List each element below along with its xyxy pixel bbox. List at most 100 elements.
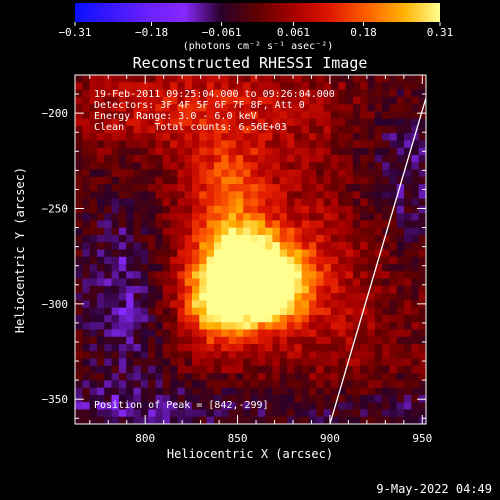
heatmap-cell — [177, 256, 186, 265]
heatmap-cell — [75, 373, 83, 381]
heatmap-cell — [272, 358, 281, 367]
heatmap-cell — [389, 322, 398, 330]
heatmap-cell — [199, 96, 208, 105]
heatmap-cell — [396, 176, 405, 185]
heatmap-cell — [404, 191, 412, 199]
heatmap-cell — [118, 344, 127, 352]
heatmap-cell — [192, 314, 200, 323]
heatmap-cell — [382, 336, 390, 345]
heatmap-cell — [287, 89, 295, 98]
heatmap-cell — [96, 409, 105, 418]
heatmap-cell — [140, 271, 149, 279]
heatmap-cell — [155, 358, 164, 367]
heatmap-cell — [287, 256, 295, 265]
heatmap-cell — [118, 409, 127, 418]
heatmap-cell — [309, 394, 317, 403]
heatmap-cell — [213, 133, 222, 141]
heatmap-cell — [338, 213, 346, 221]
heatmap-cell — [82, 205, 91, 214]
heatmap-cell — [228, 89, 237, 98]
heatmap-cell — [89, 387, 98, 396]
heatmap-cell — [265, 307, 273, 316]
heatmap-cell — [243, 198, 251, 207]
heatmap-cell — [177, 176, 186, 185]
heatmap-cell — [338, 133, 346, 141]
heatmap-cell — [294, 409, 303, 418]
heatmap-cell — [192, 213, 200, 221]
heatmap-cell — [301, 133, 310, 141]
heatmap-cell — [374, 96, 383, 105]
heatmap-cell — [177, 169, 186, 178]
heatmap-cell — [279, 380, 288, 389]
heatmap-cell — [243, 322, 251, 330]
heatmap-cell — [411, 256, 420, 265]
heatmap-cell — [316, 329, 325, 338]
heatmap-cell — [287, 104, 295, 112]
heatmap-cell — [265, 314, 273, 323]
heatmap-cell — [126, 205, 134, 214]
heatmap-cell — [184, 162, 193, 170]
heatmap-cell — [177, 249, 186, 258]
heatmap-cell — [330, 184, 339, 192]
heatmap-cell — [148, 336, 156, 345]
heatmap-cell — [345, 285, 354, 294]
heatmap-cell — [170, 89, 178, 98]
heatmap-cell — [396, 387, 405, 396]
heatmap-cell — [404, 75, 412, 83]
heatmap-cell — [330, 358, 339, 367]
heatmap-cell — [330, 234, 339, 243]
heatmap-cell — [382, 394, 390, 403]
heatmap-cell — [228, 293, 237, 301]
heatmap-cell — [316, 154, 325, 163]
heatmap-cell — [192, 358, 200, 367]
heatmap-cell — [126, 96, 134, 105]
heatmap-cell — [140, 300, 149, 309]
heatmap-cell — [111, 125, 120, 134]
heatmap-cell — [140, 234, 149, 243]
heatmap-cell — [330, 249, 339, 258]
heatmap-cell — [345, 75, 354, 83]
heatmap-cell — [411, 351, 420, 359]
heatmap-cell — [323, 147, 332, 156]
heatmap-cell — [177, 82, 186, 90]
heatmap-cell — [279, 162, 288, 170]
heatmap-cell — [265, 227, 273, 236]
heatmap-cell — [257, 89, 266, 98]
heatmap-cell — [126, 234, 134, 243]
heatmap-cell — [389, 220, 398, 229]
heatmap-cell — [206, 271, 215, 279]
heatmap-cell — [96, 293, 105, 301]
heatmap-cell — [404, 198, 412, 207]
heatmap-cell — [75, 140, 83, 149]
heatmap-cell — [360, 96, 368, 105]
heatmap-cell — [389, 111, 398, 120]
colorbar-tick-label: −0.061 — [202, 26, 242, 39]
heatmap-cell — [323, 373, 332, 381]
heatmap-cell — [75, 227, 83, 236]
heatmap-cell — [389, 293, 398, 301]
heatmap-cell — [250, 402, 259, 410]
heatmap-cell — [89, 205, 98, 214]
heatmap-cell — [294, 96, 303, 105]
heatmap-cell — [309, 242, 317, 250]
heatmap-cell — [294, 300, 303, 309]
heatmap-cell — [96, 147, 105, 156]
heatmap-cell — [287, 336, 295, 345]
heatmap-cell — [118, 125, 127, 134]
heatmap-cell — [221, 300, 229, 309]
heatmap-cell — [228, 387, 237, 396]
heatmap-cell — [404, 213, 412, 221]
heatmap-cell — [206, 402, 215, 410]
heatmap-cell — [133, 271, 142, 279]
heatmap-cell — [184, 213, 193, 221]
heatmap-cell — [177, 416, 186, 424]
heatmap-cell — [118, 271, 127, 279]
heatmap-cell — [338, 351, 346, 359]
heatmap-cell — [250, 358, 259, 367]
heatmap-cell — [104, 314, 112, 323]
heatmap-cell — [257, 162, 266, 170]
heatmap-cell — [184, 351, 193, 359]
heatmap-cell — [192, 125, 200, 134]
heatmap-cell — [352, 140, 361, 149]
heatmap-cell — [133, 402, 142, 410]
